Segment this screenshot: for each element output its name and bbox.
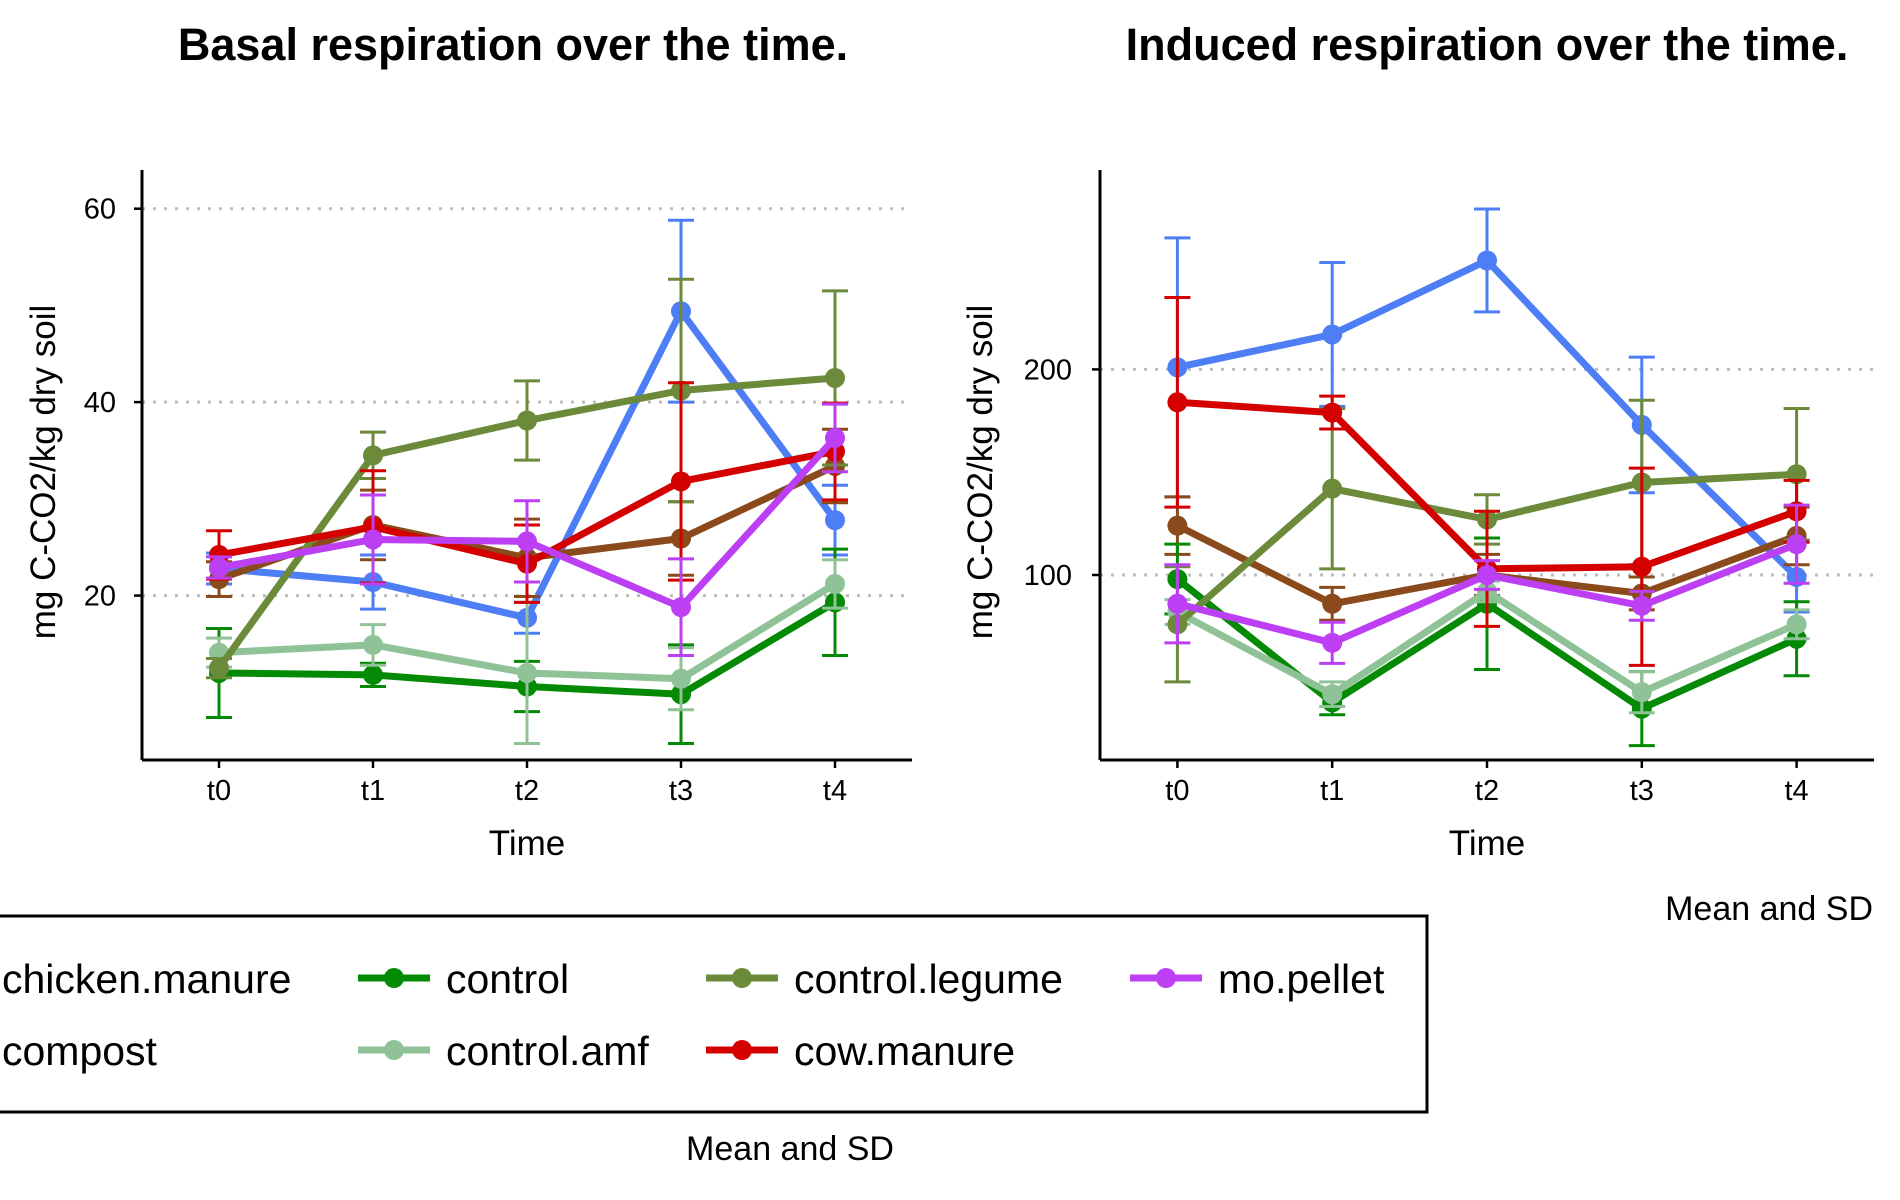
basal-series-mo-pellet bbox=[206, 402, 848, 658]
induced-axes: 100 200 t0 t1 t2 t3 t4 bbox=[1024, 170, 1874, 807]
legend-item-mo-pellet: mo.pellet bbox=[1130, 956, 1385, 1002]
legend-box bbox=[0, 914, 1429, 1114]
basal-data-point bbox=[209, 658, 229, 679]
basal-x-tick-label: t1 bbox=[361, 775, 385, 807]
legend-label: compost bbox=[2, 1028, 158, 1074]
basal-series-layer bbox=[206, 218, 848, 746]
legend-caption: Mean and SD bbox=[686, 1130, 894, 1168]
basal-data-point bbox=[517, 662, 537, 683]
basal-y-tick-label: 60 bbox=[84, 194, 116, 226]
induced-data-point bbox=[1322, 402, 1343, 423]
induced-y-tick-label: 100 bbox=[1024, 560, 1072, 592]
legend-item-compost: compost bbox=[2, 1028, 158, 1074]
basal-data-point bbox=[363, 634, 383, 655]
basal-data-point bbox=[517, 410, 537, 431]
basal-y-tick-label: 40 bbox=[84, 387, 116, 419]
induced-data-point bbox=[1477, 250, 1497, 271]
basal-data-point bbox=[671, 597, 691, 618]
basal-data-point bbox=[363, 664, 383, 685]
legend-label: cow.manure bbox=[794, 1028, 1015, 1074]
legend-item-control: control bbox=[358, 956, 569, 1002]
induced-data-point bbox=[1786, 534, 1807, 555]
basal-data-point bbox=[363, 445, 383, 466]
basal-x-tick-label: t3 bbox=[669, 775, 693, 807]
induced-data-point bbox=[1786, 614, 1807, 635]
basal-data-point bbox=[671, 668, 691, 689]
basal-axes: 20 40 60 t0 t1 t2 t3 t4 bbox=[84, 170, 912, 807]
legend-item-cow-manure: cow.manure bbox=[706, 1028, 1015, 1074]
induced-data-point bbox=[1322, 593, 1343, 614]
induced-data-point bbox=[1477, 564, 1497, 585]
induced-data-point bbox=[1167, 593, 1188, 614]
legend-item-control-amf: control.amf bbox=[358, 1028, 649, 1074]
induced-series-layer bbox=[1164, 207, 1810, 748]
basal-data-point bbox=[517, 531, 537, 552]
induced-caption: Mean and SD bbox=[1665, 890, 1873, 928]
legend-label: control.amf bbox=[446, 1028, 649, 1074]
basal-data-point bbox=[363, 529, 383, 550]
basal-series-control-amf bbox=[206, 558, 848, 746]
basal-y-tick-label: 20 bbox=[84, 581, 116, 613]
induced-y-tick-label: 200 bbox=[1024, 354, 1072, 386]
induced-y-axis-label: mg C-CO2/kg dry soil bbox=[961, 305, 1000, 640]
basal-x-tick-label: t0 bbox=[207, 775, 231, 807]
legend: chicken.manure compost control control.amf c… bbox=[0, 914, 1429, 1168]
legend-key-point bbox=[732, 968, 752, 988]
induced-data-point bbox=[1167, 392, 1188, 413]
induced-chart-title: Induced respiration over the time. bbox=[1126, 19, 1849, 70]
legend-item-chicken-manure: chicken.manure bbox=[2, 956, 291, 1002]
induced-data-point bbox=[1631, 595, 1652, 616]
basal-chart-title: Basal respiration over the time. bbox=[178, 19, 848, 70]
legend-label: control bbox=[446, 956, 569, 1002]
induced-x-tick-label: t3 bbox=[1630, 775, 1654, 807]
induced-x-axis-label: Time bbox=[1449, 824, 1525, 863]
induced-data-point bbox=[1167, 515, 1188, 536]
basal-data-point bbox=[671, 471, 691, 492]
basal-x-tick-label: t4 bbox=[823, 775, 847, 807]
induced-data-point bbox=[1322, 324, 1343, 345]
legend-key-point bbox=[384, 968, 404, 988]
legend-label: control.legume bbox=[794, 956, 1063, 1002]
basal-y-axis-label: mg C-CO2/kg dry soil bbox=[24, 305, 63, 640]
legend-key-point bbox=[732, 1040, 752, 1060]
basal-respiration-panel: Basal respiration over the time. 20 40 60 t… bbox=[24, 19, 912, 863]
induced-data-point bbox=[1322, 684, 1343, 705]
basal-data-point bbox=[825, 573, 845, 594]
legend-key-point bbox=[384, 1040, 404, 1060]
basal-data-point bbox=[825, 367, 845, 388]
induced-x-tick-label: t4 bbox=[1785, 775, 1809, 807]
basal-data-point bbox=[825, 427, 845, 448]
legend-label: chicken.manure bbox=[2, 956, 291, 1002]
induced-series-mo-pellet bbox=[1164, 503, 1810, 665]
basal-x-axis-label: Time bbox=[489, 824, 565, 863]
induced-x-tick-label: t2 bbox=[1475, 775, 1499, 807]
induced-data-point bbox=[1631, 556, 1652, 577]
legend-label: mo.pellet bbox=[1218, 956, 1385, 1002]
legend-items: chicken.manure compost control control.amf c… bbox=[2, 956, 1385, 1074]
basal-data-point bbox=[209, 557, 229, 578]
legend-key-point bbox=[1156, 968, 1176, 988]
induced-data-point bbox=[1322, 632, 1343, 653]
basal-data-point bbox=[825, 510, 845, 531]
basal-x-tick-label: t2 bbox=[515, 775, 539, 807]
induced-x-tick-label: t0 bbox=[1165, 775, 1189, 807]
legend-item-control-legume: control.legume bbox=[706, 956, 1063, 1002]
induced-data-point bbox=[1322, 478, 1343, 499]
induced-respiration-panel: Induced respiration over the time. 100 20… bbox=[961, 19, 1874, 928]
induced-data-point bbox=[1631, 682, 1652, 703]
induced-x-tick-label: t1 bbox=[1320, 775, 1344, 807]
